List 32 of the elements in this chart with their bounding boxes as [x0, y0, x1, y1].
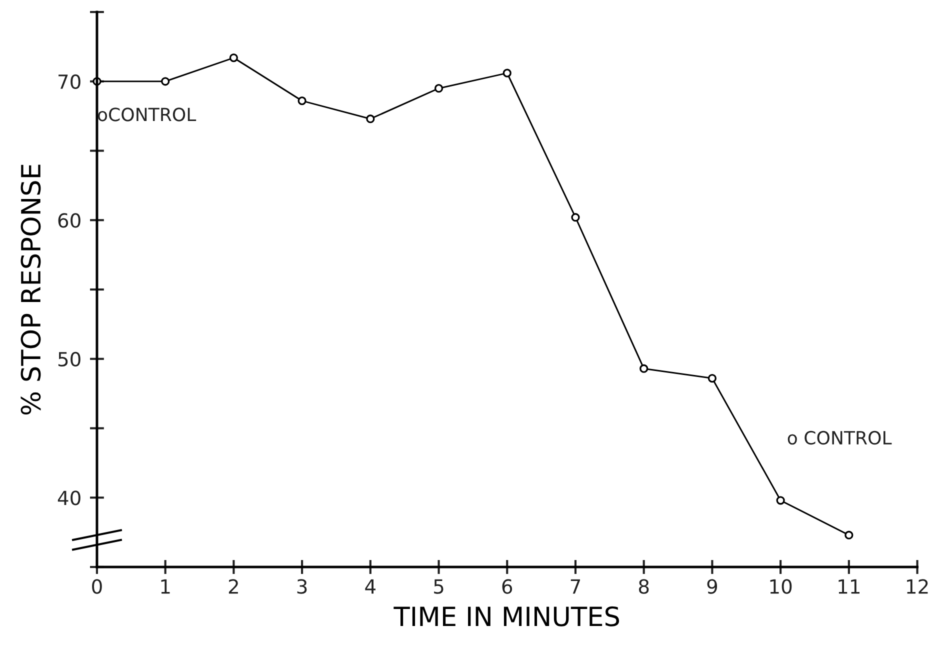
point [571, 213, 580, 222]
point [434, 84, 444, 93]
x-tick-label: 12 [907, 579, 928, 594]
x-tick-label: 11 [838, 579, 860, 594]
x-tick-label: 4 [365, 579, 376, 594]
x-tick-label: 10 [770, 579, 792, 594]
x-tick-label: 8 [638, 579, 649, 594]
x-axis-title: TIME IN MINUTES [394, 606, 620, 626]
x-tick-label: 0 [92, 579, 102, 594]
point [844, 530, 854, 540]
point [366, 114, 375, 124]
point [708, 374, 717, 383]
y-tick-label: 70 [58, 74, 80, 90]
x-tick-label: 3 [297, 579, 307, 594]
x-tick-label: 9 [707, 579, 718, 594]
y-tick-label: 40 [58, 490, 80, 506]
x-tick-label: 7 [570, 579, 580, 594]
point [502, 68, 512, 78]
point [161, 77, 170, 86]
y-axis-title: % STOP RESPONSE [20, 164, 41, 415]
point [229, 53, 238, 62]
point [640, 364, 648, 373]
point [298, 96, 306, 106]
x-tick-label: 6 [502, 579, 512, 594]
annotation: o CONTROL [788, 430, 892, 445]
point [776, 496, 785, 505]
x-tick-label: 5 [434, 579, 444, 594]
annotation: oCONTROL [98, 108, 196, 122]
y-tick-label: 60 [58, 213, 80, 228]
y-tick-label: 50 [58, 352, 80, 367]
x-tick-label: 1 [161, 579, 170, 594]
x-tick-label: 2 [228, 579, 238, 594]
